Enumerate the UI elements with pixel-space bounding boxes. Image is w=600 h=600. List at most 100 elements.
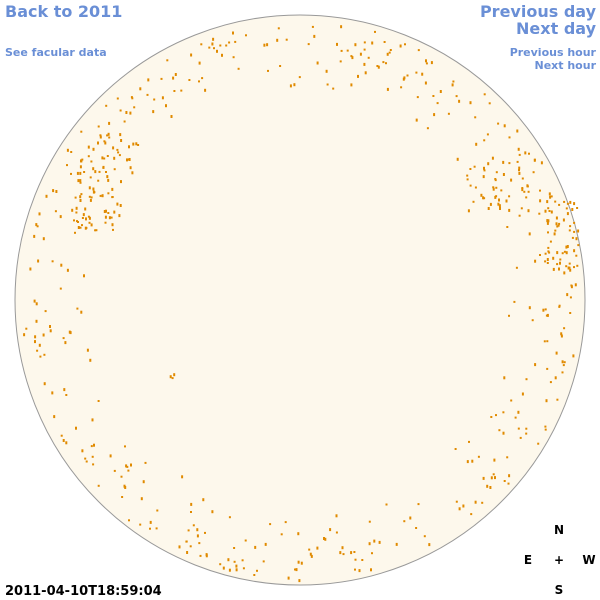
facular-point (149, 527, 151, 530)
facular-point (466, 174, 469, 177)
facular-point (560, 334, 563, 338)
facular-point (505, 199, 508, 203)
facular-point (552, 256, 555, 260)
facular-point (483, 93, 486, 96)
facular-point (253, 574, 256, 576)
facular-point (558, 267, 560, 271)
facular-point (490, 416, 493, 418)
facular-point (409, 516, 412, 520)
facular-point (125, 111, 128, 114)
facular-point (190, 511, 192, 513)
facular-point (108, 216, 111, 220)
facular-point (458, 99, 461, 103)
facular-point (196, 528, 199, 532)
facular-point (350, 55, 353, 58)
facular-point (88, 195, 91, 198)
facular-point (350, 551, 353, 555)
facular-point (269, 523, 272, 526)
facular-point (566, 202, 569, 205)
next-hour-link[interactable]: Next hour (535, 59, 597, 72)
facular-point (502, 411, 505, 414)
facular-point (426, 127, 429, 130)
facular-point (211, 42, 214, 46)
facular-point (332, 87, 335, 90)
facular-point (79, 171, 82, 175)
facular-point (161, 96, 164, 100)
facular-point (107, 192, 110, 195)
facular-point (544, 428, 547, 431)
facular-point (113, 168, 116, 171)
facular-point (573, 266, 575, 269)
facular-point (298, 76, 301, 79)
facular-point (451, 83, 454, 87)
facular-point (128, 519, 130, 522)
facular-point (88, 221, 91, 224)
facular-point (37, 259, 40, 263)
facular-point (190, 502, 193, 506)
facular-point (221, 53, 223, 57)
facular-point (276, 38, 279, 42)
facular-point (548, 192, 551, 196)
previous-hour-link[interactable]: Previous hour (510, 46, 597, 59)
facular-data-link[interactable]: See facular data (5, 46, 107, 59)
facular-point (313, 34, 316, 38)
facular-point (571, 236, 574, 239)
facular-point (546, 262, 549, 264)
facular-point (491, 156, 494, 160)
back-year-link[interactable]: Back to 2011 (5, 2, 122, 21)
facular-point (54, 210, 57, 213)
previous-day-link[interactable]: Previous day (480, 2, 597, 21)
facular-point (351, 56, 354, 60)
facular-point (430, 61, 433, 65)
facular-point (548, 251, 551, 254)
facular-point (573, 202, 576, 206)
facular-point (555, 351, 558, 355)
facular-point (34, 335, 37, 339)
facular-point (363, 48, 366, 51)
facular-point (577, 244, 580, 247)
facular-point (140, 497, 143, 501)
facular-point (112, 146, 115, 150)
facular-point (455, 95, 458, 98)
facular-point (436, 102, 439, 105)
facular-point (561, 252, 564, 255)
facular-point (146, 93, 149, 96)
facular-point (566, 212, 569, 216)
facular-point (99, 134, 102, 137)
facular-point (118, 214, 121, 218)
facular-point (566, 245, 569, 248)
facular-point (545, 399, 548, 403)
facular-point (43, 382, 46, 386)
facular-point (212, 37, 215, 41)
facular-point (543, 340, 546, 343)
facular-point (549, 195, 552, 199)
facular-point (455, 500, 458, 503)
next-day-link[interactable]: Next day (516, 19, 597, 38)
facular-point (329, 528, 332, 532)
facular-point (482, 476, 485, 480)
facular-point (219, 563, 222, 566)
facular-point (84, 457, 87, 460)
facular-point (25, 327, 28, 330)
facular-point (198, 542, 201, 545)
facular-point (113, 156, 116, 160)
facular-point (371, 552, 373, 555)
facular-point (382, 61, 385, 64)
facular-point (502, 431, 505, 435)
facular-point (415, 118, 418, 122)
facular-point (487, 207, 490, 210)
facular-point (38, 212, 41, 216)
facular-point (111, 187, 114, 191)
facular-point (563, 361, 566, 364)
facular-point (88, 186, 91, 190)
facular-point (256, 569, 258, 572)
facular-point (95, 229, 98, 232)
facular-point (526, 185, 529, 188)
facular-point (368, 520, 371, 523)
facular-point (77, 226, 80, 229)
facular-point (300, 561, 303, 565)
facular-point (385, 503, 388, 506)
facular-point (359, 52, 362, 56)
facular-point (119, 204, 122, 207)
facular-point (508, 474, 511, 478)
